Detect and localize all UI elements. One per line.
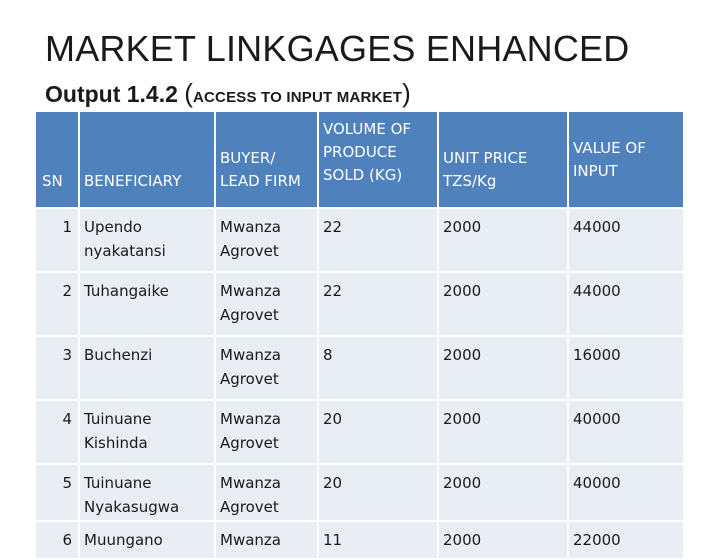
table-row: 2 Tuhangaike Mwanza Agrovet 22 2000 4400…: [36, 272, 685, 337]
cell-buyer: Mwanza Agrovet: [215, 336, 319, 401]
cell-buyer: Mwanza Agrovet: [215, 208, 319, 273]
cell-beneficiary: Tuinuane Nyakasugwa: [79, 464, 216, 522]
output-table: SN BENEFICIARY BUYER/ LEAD FIRM VOLUME O…: [36, 112, 685, 560]
cell-volume: 11: [318, 521, 439, 560]
cell-unit-price: 2000: [438, 208, 569, 273]
header-value-of-input: VALUE OF INPUT: [568, 112, 685, 209]
cell-volume: 8: [318, 336, 439, 401]
subtitle-open-paren: (: [184, 78, 193, 108]
subtitle-detail: ACCESS TO INPUT MARKET: [192, 89, 403, 106]
header-beneficiary: BENEFICIARY: [79, 112, 216, 209]
table-row: 6 Muungano Mwanza 11 2000 22000: [36, 521, 685, 560]
table-row: 4 Tuinuane Kishinda Mwanza Agrovet 20 20…: [36, 400, 685, 465]
subtitle-output: Output 1.4.2: [45, 81, 178, 107]
cell-buyer: Mwanza Agrovet: [215, 400, 319, 465]
cell-volume: 20: [318, 464, 439, 522]
cell-buyer: Mwanza Agrovet: [215, 272, 319, 337]
cell-sn: 4: [36, 400, 80, 465]
cell-unit-price: 2000: [438, 521, 569, 560]
table-row: 5 Tuinuane Nyakasugwa Mwanza Agrovet 20 …: [36, 464, 685, 522]
cell-beneficiary: Buchenzi: [79, 336, 216, 401]
cell-volume: 22: [318, 272, 439, 337]
subtitle-close-paren: ): [402, 78, 411, 108]
cell-value: 44000: [568, 208, 685, 273]
cell-sn: 2: [36, 272, 80, 337]
cell-unit-price: 2000: [438, 464, 569, 522]
cell-volume: 20: [318, 400, 439, 465]
page-subtitle: Output 1.4.2 (ACCESS TO INPUT MARKET): [45, 78, 411, 109]
table-row: 1 Upendo nyakatansi Mwanza Agrovet 22 20…: [36, 208, 685, 273]
cell-value: 40000: [568, 400, 685, 465]
cell-sn: 3: [36, 336, 80, 401]
cell-unit-price: 2000: [438, 400, 569, 465]
cell-beneficiary: Tuinuane Kishinda: [79, 400, 216, 465]
cell-value: 16000: [568, 336, 685, 401]
cell-buyer: Mwanza: [215, 521, 319, 560]
cell-beneficiary: Upendo nyakatansi: [79, 208, 216, 273]
cell-value: 40000: [568, 464, 685, 522]
cell-value: 44000: [568, 272, 685, 337]
cell-buyer: Mwanza Agrovet: [215, 464, 319, 522]
cell-sn: 5: [36, 464, 80, 522]
cell-volume: 22: [318, 208, 439, 273]
cell-beneficiary: Tuhangaike: [79, 272, 216, 337]
cell-unit-price: 2000: [438, 336, 569, 401]
table-row: 3 Buchenzi Mwanza Agrovet 8 2000 16000: [36, 336, 685, 401]
cell-value: 22000: [568, 521, 685, 560]
table-header-row: SN BENEFICIARY BUYER/ LEAD FIRM VOLUME O…: [36, 112, 685, 209]
cell-unit-price: 2000: [438, 272, 569, 337]
cell-sn: 6: [36, 521, 80, 560]
cell-sn: 1: [36, 208, 80, 273]
page-title: MARKET LINKGAGES ENHANCED: [45, 28, 630, 69]
header-unit-price: UNIT PRICE TZS/Kg: [438, 112, 569, 209]
cell-beneficiary: Muungano: [79, 521, 216, 560]
header-sn: SN: [36, 112, 80, 209]
header-volume-sold: VOLUME OF PRODUCE SOLD (KG): [318, 112, 439, 209]
header-buyer-lead-firm: BUYER/ LEAD FIRM: [215, 112, 319, 209]
